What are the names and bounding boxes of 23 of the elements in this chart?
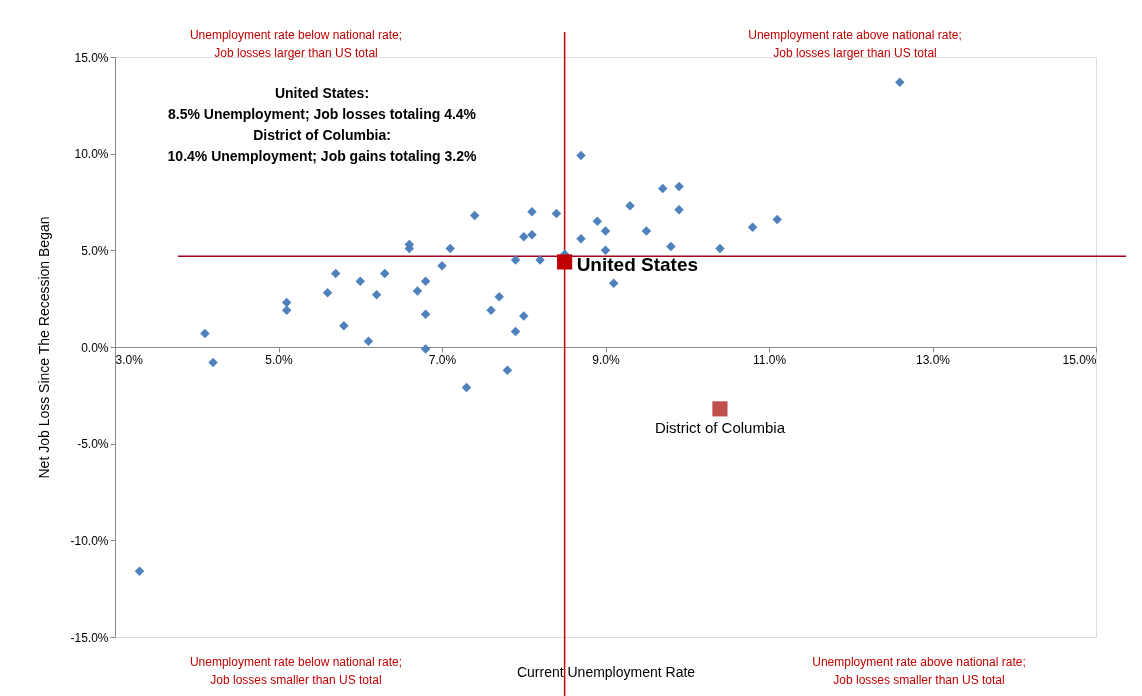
text: Unemployment rate below national rate; Job losses smaller than US total <box>189 655 403 687</box>
text: Unemployment rate above national rate; Job losses smaller than US total <box>812 655 1026 687</box>
x-tick-label: 11.0% <box>752 352 787 367</box>
annotation: Unemployment rate below national rate; Job losses larger than US total <box>189 28 403 60</box>
x-tick-label: 15.0% <box>1062 352 1097 367</box>
y-tick-label: 15.0% <box>74 50 109 65</box>
y-tick-label: -5.0% <box>77 437 109 452</box>
y-tick-label: 0.0% <box>81 340 109 355</box>
x-tick-label: 13.0% <box>915 352 951 367</box>
series-label: United States <box>576 253 699 275</box>
x-axis-title: Current Unemployment Rate <box>516 663 696 680</box>
series-label: District of Columbia <box>654 418 786 436</box>
y-tick-label: -15.0% <box>70 630 109 645</box>
annotation: Unemployment rate above national rate; Job losses larger than US total <box>748 28 962 60</box>
y-axis-title: Net Job Loss Since The Recession Began <box>36 216 53 479</box>
y-tick-label: 10.0% <box>74 147 109 162</box>
x-tick-label: 9.0% <box>592 352 620 367</box>
annotation: United States: 8.5% Unemployment; Job losses totaling 4.4% District of Columbia: 10.4% Unemployment; Job gains totaling 3.2% <box>167 85 477 164</box>
y-tick-label: 5.0% <box>81 243 109 258</box>
x-tick-label: 7.0% <box>428 352 457 367</box>
x-tick-label: 3.0% <box>115 352 144 367</box>
x-tick-label: 5.0% <box>265 352 293 367</box>
y-tick-label: -10.0% <box>70 533 109 548</box>
